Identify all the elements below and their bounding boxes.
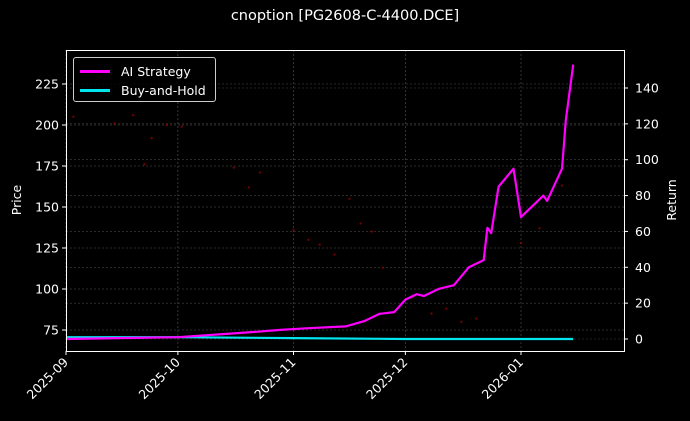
svg-text:2025-11: 2025-11 [251,355,299,403]
y-axis-left: 75 100 125 150 175 200 225 [35,77,66,338]
legend-item-ai-strategy: AI Strategy [80,62,191,80]
svg-text:125: 125 [35,241,59,256]
legend-label: AI Strategy [121,63,191,79]
y2-axis-label: Return [664,179,679,220]
legend-label: Buy-and-Hold [121,82,206,98]
legend-swatch-magenta [80,69,110,73]
svg-text:20: 20 [635,296,651,311]
x-axis: 2025-09 2025-10 2025-11 2025-12 2026-01 [24,351,527,403]
price-scatter [72,113,564,323]
axes-frame [66,50,625,352]
svg-text:100: 100 [35,282,59,297]
svg-text:200: 200 [35,118,59,133]
legend-swatch-cyan [80,88,110,92]
svg-text:175: 175 [35,159,59,174]
legend-item-buy-and-hold: Buy-and-Hold [80,81,206,99]
svg-text:2025-10: 2025-10 [135,354,183,402]
svg-text:100: 100 [635,152,659,167]
svg-text:140: 140 [635,81,659,96]
svg-text:80: 80 [635,188,651,203]
svg-text:40: 40 [635,260,651,275]
chart-title: cnoption [PG2608-C-4400.DCE] [230,8,460,24]
svg-text:150: 150 [35,200,59,215]
svg-text:2025-09: 2025-09 [24,354,72,402]
svg-text:2025-12: 2025-12 [363,355,411,403]
svg-text:60: 60 [635,224,651,239]
y-axis-right: 0 20 40 60 80 100 120 140 [624,81,659,347]
svg-text:0: 0 [635,332,643,347]
svg-text:120: 120 [635,116,659,131]
svg-text:75: 75 [43,323,59,338]
legend: AI Strategy Buy-and-Hold [73,57,216,102]
svg-text:225: 225 [35,77,59,92]
series-lines [65,64,575,341]
svg-text:2026-01: 2026-01 [479,355,527,403]
y-axis-label: Price [9,184,24,215]
